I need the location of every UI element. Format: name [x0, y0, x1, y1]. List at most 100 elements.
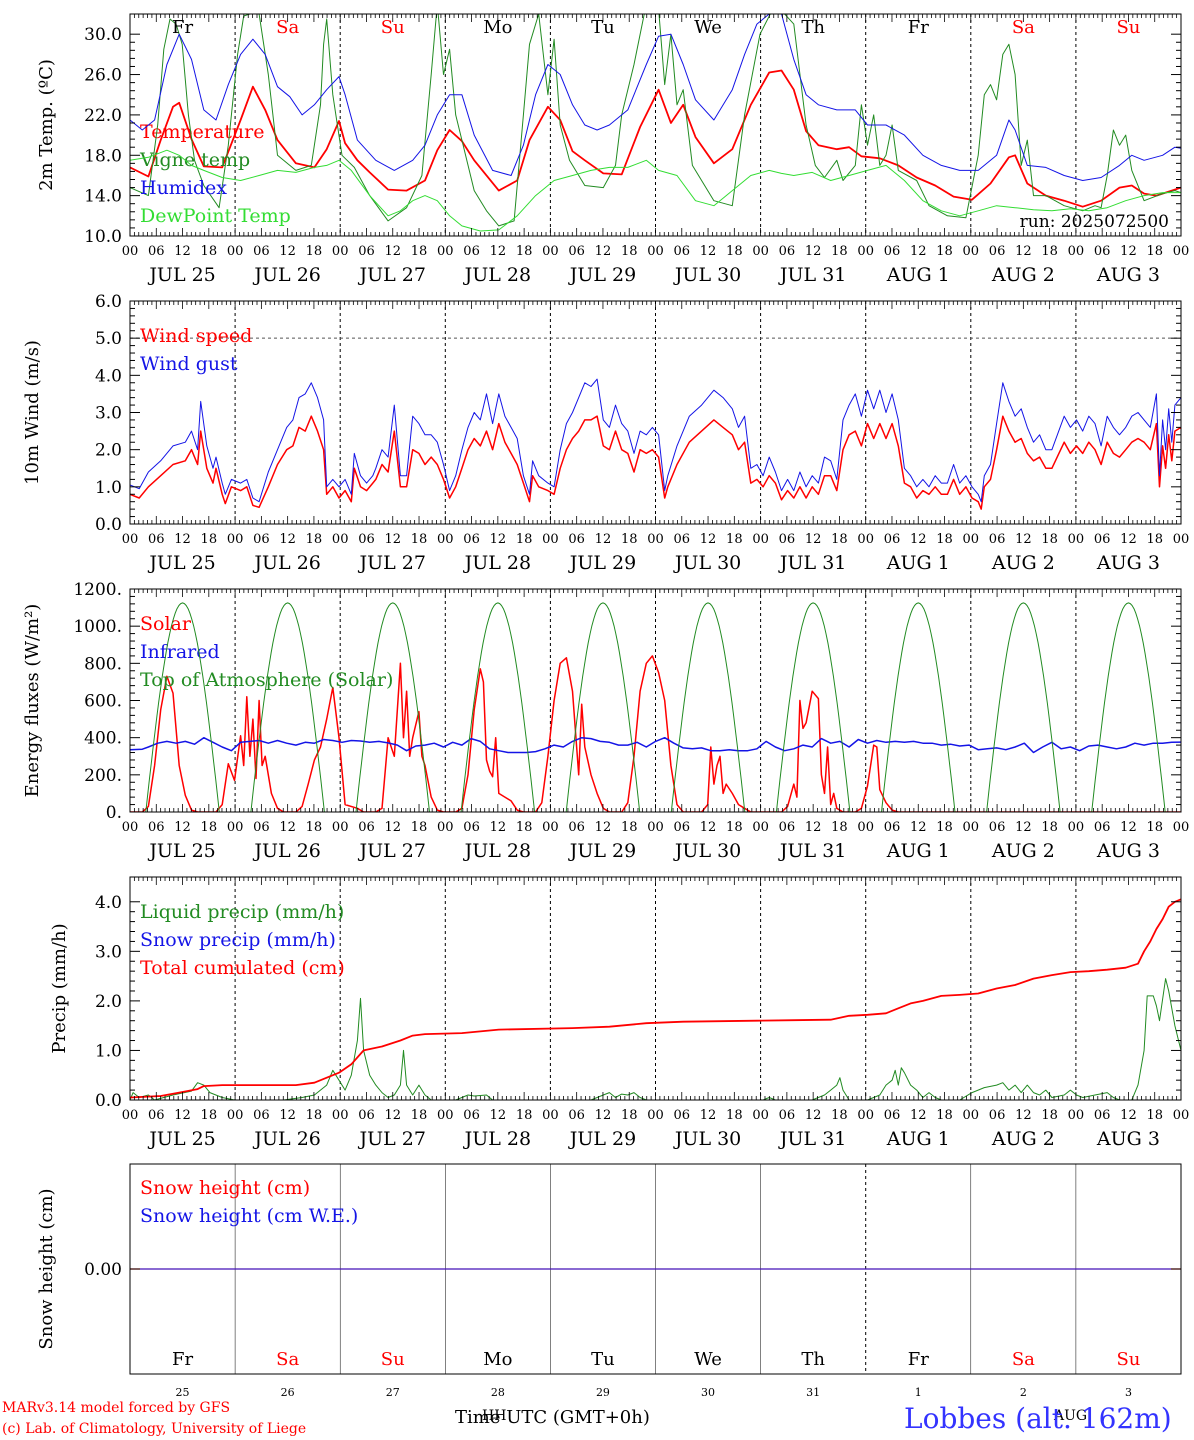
day-number-label: 3 [1125, 1386, 1132, 1399]
hour-label: 00 [542, 1108, 559, 1123]
hour-label: 18 [1146, 1108, 1163, 1123]
hour-label: 06 [779, 820, 796, 835]
hour-label: 12 [1120, 1108, 1137, 1123]
hour-label: 12 [490, 820, 507, 835]
date-label: JUL 30 [673, 840, 741, 862]
hour-label: 12 [595, 820, 612, 835]
hour-label: 00 [437, 1108, 454, 1123]
hour-label: 12 [910, 820, 927, 835]
hour-label: 00 [437, 532, 454, 547]
y-tick-label: 1000. [73, 617, 122, 637]
hour-label: 00 [647, 820, 664, 835]
hour-label: 06 [253, 244, 270, 259]
date-label: JUL 31 [778, 264, 846, 286]
hour-label: 06 [568, 244, 585, 259]
hour-label: 00 [1068, 820, 1085, 835]
hour-label: 06 [148, 820, 165, 835]
hour-label: 00 [857, 244, 874, 259]
hour-label: 12 [805, 244, 822, 259]
y-tick-label: 10.0 [84, 227, 122, 247]
series-line-3-1 [130, 655, 1181, 812]
hour-label: 12 [1015, 1108, 1032, 1123]
hour-label: 12 [279, 820, 296, 835]
day-number-label: 28 [491, 1386, 505, 1399]
day-of-week-label: Fr [172, 17, 193, 38]
y-tick-label: 0. [106, 803, 122, 823]
hour-label: 00 [122, 244, 139, 259]
legend-entry: Temperature [140, 121, 264, 143]
date-label: AUG 2 [991, 552, 1055, 574]
legend-entry: Wind speed [140, 325, 252, 347]
model-credit: MARv3.14 model forced by GFS [2, 1400, 230, 1416]
date-label: AUG 3 [1096, 840, 1160, 862]
hour-label: 00 [1068, 532, 1085, 547]
hour-label: 12 [279, 244, 296, 259]
hour-label: 06 [358, 244, 375, 259]
series-line-1-3 [130, 14, 1181, 181]
series-line-4-1 [130, 978, 1181, 1100]
hour-label: 00 [542, 244, 559, 259]
date-label: JUL 26 [252, 840, 320, 862]
hour-label: 12 [595, 244, 612, 259]
y-tick-label: 2.0 [95, 992, 122, 1012]
hour-label: 06 [1094, 1108, 1111, 1123]
y-tick-label: 1200. [73, 580, 122, 600]
day-of-week-label: Fr [908, 1349, 929, 1370]
y-tick-label: 4.0 [95, 366, 122, 386]
y-tick-label: 2.0 [95, 441, 122, 461]
university-credit: (c) Lab. of Climatology, University of L… [2, 1421, 306, 1437]
hour-label: 06 [884, 820, 901, 835]
hour-label: 18 [621, 244, 638, 259]
hour-label: 12 [1015, 244, 1032, 259]
hour-label: 18 [516, 532, 533, 547]
date-label: JUL 28 [463, 840, 531, 862]
day-of-week-label: Sa [1012, 1349, 1035, 1370]
hour-label: 06 [463, 820, 480, 835]
hour-label: 12 [174, 1108, 191, 1123]
hour-label: 06 [884, 532, 901, 547]
hour-label: 12 [279, 1108, 296, 1123]
hour-label: 12 [1120, 244, 1137, 259]
hour-label: 06 [779, 532, 796, 547]
hour-label: 06 [989, 532, 1006, 547]
hour-label: 18 [201, 532, 218, 547]
panel-3: Solar Infrared Top of Atmosphere (Solar) 0.… [22, 580, 1189, 862]
hour-label: 18 [1041, 820, 1058, 835]
hour-label: 18 [1041, 244, 1058, 259]
hour-label: 12 [1120, 820, 1137, 835]
hour-label: 18 [411, 820, 428, 835]
hour-label: 18 [1041, 532, 1058, 547]
y-tick-label: 4.0 [95, 893, 122, 913]
hour-label: 00 [122, 820, 139, 835]
date-label: JUL 26 [252, 1128, 320, 1150]
hour-label: 00 [647, 532, 664, 547]
chart-panels: Temperature Vigne temp Humidex DewPoint Tem… [22, 13, 1189, 1399]
date-label: JUL 27 [358, 840, 426, 862]
legend-entry: Snow height (cm) [140, 1177, 310, 1199]
date-label: JUL 25 [147, 1128, 215, 1150]
hour-label: 00 [647, 1108, 664, 1123]
day-number-label: 2 [1020, 1386, 1027, 1399]
hour-label: 12 [384, 820, 401, 835]
day-of-week-label: Su [381, 1349, 405, 1370]
day-of-week-label: Tu [591, 1349, 615, 1370]
hour-label: 00 [332, 1108, 349, 1123]
hour-label: 06 [148, 1108, 165, 1123]
legend-entry: Top of Atmosphere (Solar) [140, 669, 393, 691]
hour-label: 06 [463, 532, 480, 547]
date-label: AUG 2 [991, 1128, 1055, 1150]
hour-label: 12 [174, 532, 191, 547]
day-of-week-label: Th [801, 17, 825, 38]
hour-label: 12 [700, 532, 717, 547]
hour-label: 12 [700, 1108, 717, 1123]
y-tick-label: 14.0 [84, 187, 122, 207]
time-axis-label: Time UTC (GMT+0h) [455, 1407, 650, 1428]
y-tick-label: 18.0 [84, 146, 122, 166]
hour-label: 12 [910, 1108, 927, 1123]
hour-label: 18 [516, 244, 533, 259]
hour-label: 12 [805, 820, 822, 835]
y-axis-label: Energy fluxes (W/m²) [22, 604, 43, 798]
hour-label: 18 [201, 244, 218, 259]
